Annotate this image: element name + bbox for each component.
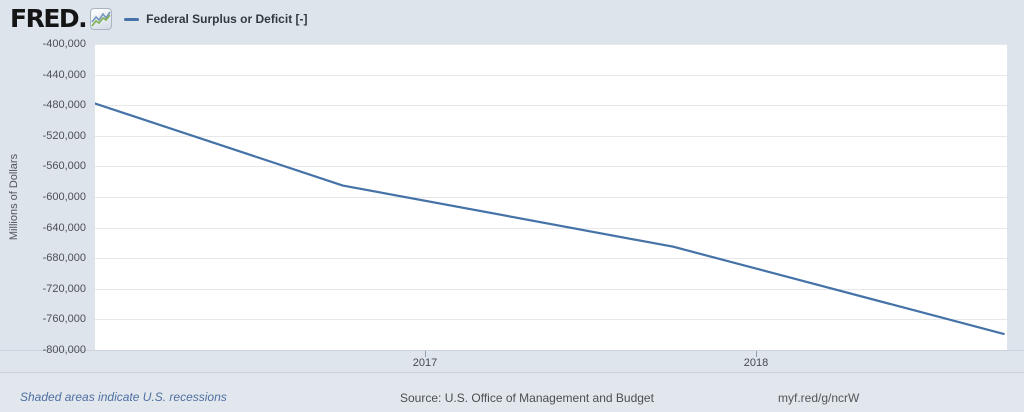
x-axis-band: 2017 2018 (0, 350, 1024, 373)
x-tick-label: 2017 (412, 357, 438, 369)
y-tick-label: -480,000 (42, 99, 86, 112)
y-tick-label: -600,000 (42, 191, 86, 203)
y-tick-label: -760,000 (42, 313, 86, 326)
series-line-swatch (124, 17, 140, 21)
x-tick (756, 351, 757, 357)
y-tick-label: -680,000 (42, 252, 86, 265)
fred-logo-text: FRED. (10, 3, 88, 33)
y-tick-label: -440,000 (42, 68, 86, 81)
chart-header: FRED. Federal Surplus or Deficit [-] (0, 0, 1024, 38)
fred-logo-chart-icon (90, 8, 113, 31)
y-tick-label: -560,000 (42, 160, 86, 173)
chart-footer: Shaded areas indicate U.S. recessions So… (0, 373, 1024, 412)
series-legend-label[interactable]: Federal Surplus or Deficit [-] (146, 12, 308, 26)
deficit-line-series (95, 102, 1005, 336)
y-tick-label: -520,000 (42, 129, 86, 142)
recession-note-link[interactable]: Shaded areas indicate U.S. recessions (20, 390, 227, 404)
x-tick-label: 2018 (743, 357, 769, 369)
y-tick-label: -720,000 (42, 282, 86, 295)
chart-legend: Federal Surplus or Deficit [-] (124, 12, 308, 26)
plot-area[interactable] (95, 44, 1007, 350)
permalink[interactable]: myf.red/g/ncrW (778, 391, 860, 405)
y-tick-label: -400,000 (42, 38, 86, 50)
y-tick-label: -640,000 (42, 221, 86, 234)
fred-logo[interactable]: FRED. (10, 3, 113, 33)
x-tick (425, 351, 426, 357)
source-text: Source: U.S. Office of Management and Bu… (400, 391, 654, 405)
y-tick-label: -800,000 (42, 344, 86, 356)
